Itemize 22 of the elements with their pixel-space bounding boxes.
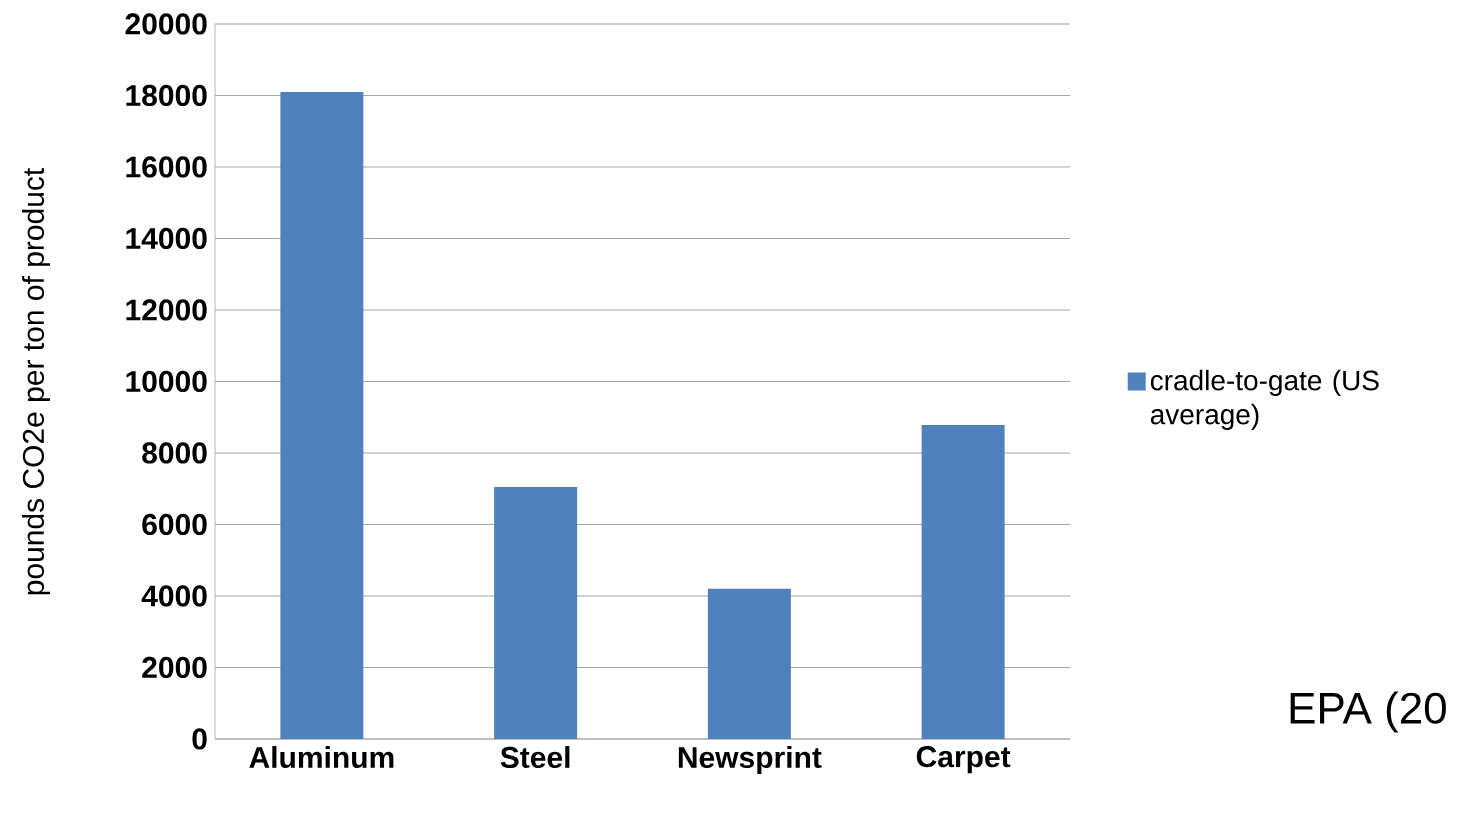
bar <box>494 486 578 739</box>
bar <box>921 425 1005 739</box>
x-tick-label: Steel <box>500 746 570 769</box>
y-tick-label: 2000 <box>142 656 207 679</box>
y-axis-title: pounds CO2e per ton of product <box>22 167 50 595</box>
y-tick-label: 12000 <box>126 299 207 321</box>
y-tick-label: 8000 <box>142 442 207 464</box>
bar <box>707 588 791 739</box>
text: EPA (20 <box>1290 691 1446 733</box>
x-tick-label: Newsprint <box>678 746 822 775</box>
y-tick-label: 4000 <box>141 585 207 607</box>
y-tick-label: 14000 <box>126 227 207 250</box>
x-tick-label: Aluminum <box>249 746 394 769</box>
y-tick-label: 20000 <box>125 13 207 35</box>
y-tick-label: 0 <box>192 728 207 750</box>
y-tick-label: 16000 <box>126 156 207 178</box>
legend-label: cradle-to-gate (US average) <box>1150 369 1379 430</box>
bar <box>280 91 364 739</box>
y-tick-label: 6000 <box>142 513 207 536</box>
y-tick-label: 18000 <box>126 84 207 107</box>
y-tick-label: 10000 <box>126 370 207 393</box>
x-tick-label: Carpet <box>916 746 1011 774</box>
